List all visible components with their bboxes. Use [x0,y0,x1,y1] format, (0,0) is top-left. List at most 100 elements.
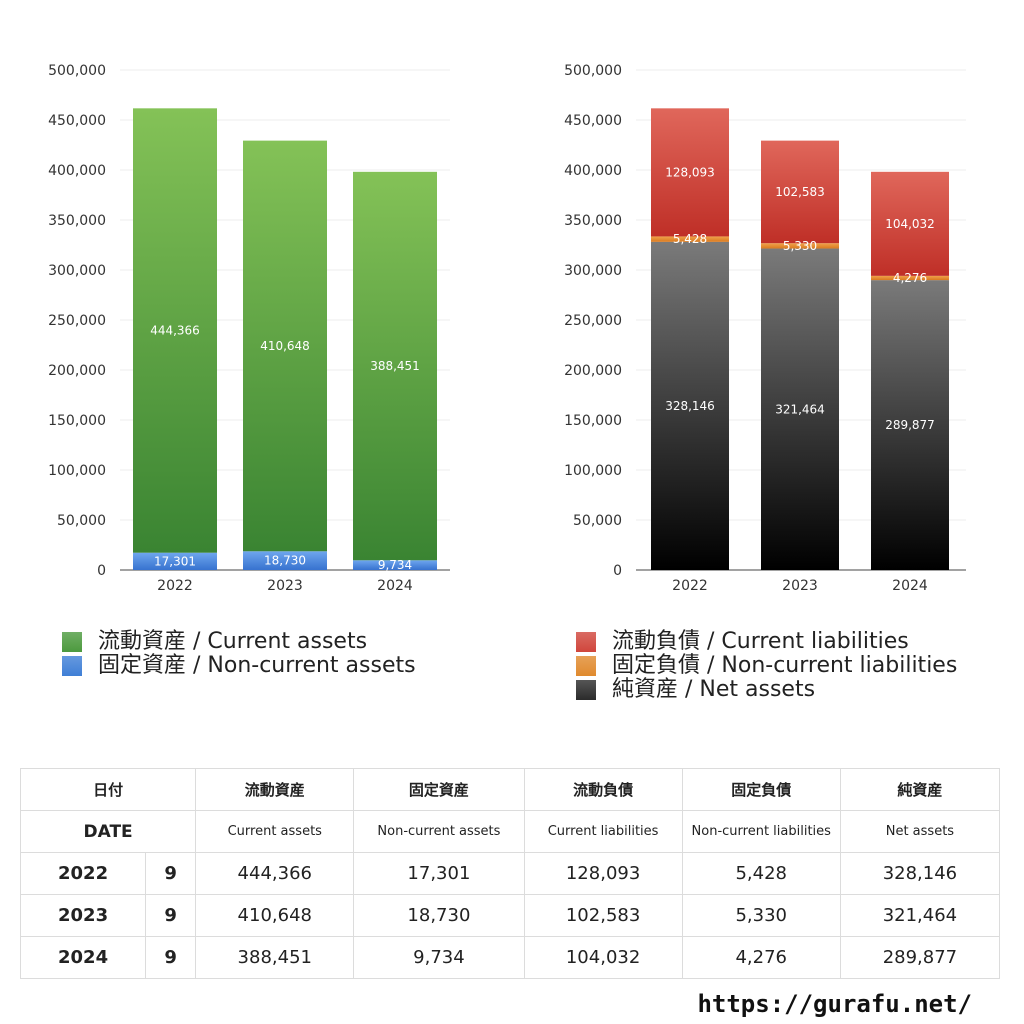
legend-swatch [576,632,596,652]
row-value: 18,730 [353,894,525,937]
legend-label: 固定資産 / Non-current assets [98,653,416,678]
data-label: 4,276 [893,271,927,285]
data-label: 328,146 [665,399,715,413]
bar-segment [651,236,729,242]
liabilities-legend: 流動負債 / Current liabilities 固定負債 / Non-cur… [576,630,957,702]
y-tick-label: 150,000 [564,413,622,429]
data-label: 104,032 [885,217,935,231]
y-tick-label: 400,000 [48,163,106,179]
y-tick-label: 300,000 [48,263,106,279]
legend-label: 純資産 / Net assets [612,677,816,702]
bar-segment [133,552,217,570]
bar-segment [133,108,217,553]
y-tick-label: 300,000 [564,263,622,279]
y-tick-label: 50,000 [573,513,622,529]
y-tick-label: 450,000 [564,113,622,129]
row-value: 444,366 [195,852,355,895]
row-month: 9 [145,936,197,979]
header-col-en: Current liabilities [523,810,683,853]
legend-item: 純資産 / Net assets [576,678,957,702]
row-value: 5,428 [681,852,841,895]
data-label: 5,428 [673,232,707,246]
x-tick-label: 2024 [377,578,413,594]
y-tick-label: 0 [97,563,106,579]
row-value: 128,093 [523,852,683,895]
data-label: 9,734 [378,558,412,572]
row-value: 102,583 [523,894,683,937]
charts-area: 0 50,000 100,000 150,000 200,000 250,000 300,0… [48,63,966,594]
legend-label: 固定負債 / Non-current liabilities [612,653,958,678]
row-month: 9 [145,894,197,937]
header-date-en: DATE [19,810,197,853]
y-tick-label: 0 [613,563,622,579]
y-tick-label: 350,000 [48,213,106,229]
row-value: 5,330 [681,894,841,937]
y-tick-label: 500,000 [564,63,622,79]
legend-label: 流動資産 / Current assets [98,629,368,654]
header-col-jp: 流動負債 [523,768,683,811]
header-col-en: Net assets [839,810,1001,853]
x-tick-label: 2023 [782,578,818,594]
table-row: 2024 9 388,451 9,734 104,032 4,276 289,8… [19,936,1001,979]
bar-segment [651,241,729,570]
header-col-en: Non-current assets [353,810,525,853]
legend-swatch [62,656,82,676]
data-label: 289,877 [885,418,935,432]
table-header-row-en: DATE Current assets Non-current assets C… [19,810,1001,853]
y-tick-label: 350,000 [564,213,622,229]
row-value: 17,301 [353,852,525,895]
y-tick-label: 50,000 [57,513,106,529]
row-value: 388,451 [195,936,355,979]
data-table: 日付 流動資産 固定資産 流動負債 固定負債 純資産 DATE Current … [19,768,1001,979]
bar-segment [871,280,949,570]
y-tick-label: 100,000 [48,463,106,479]
row-year: 2024 [19,936,147,979]
bar-segment [353,171,437,561]
data-label: 388,451 [370,359,420,373]
data-label: 17,301 [154,554,196,568]
bar-segment [243,140,327,552]
y-tick-label: 150,000 [48,413,106,429]
assets-chart: 0 50,000 100,000 150,000 200,000 250,000 300,0… [48,63,450,594]
y-tick-label: 100,000 [564,463,622,479]
header-col-en: Current assets [195,810,355,853]
legend-item: 流動資産 / Current assets [62,630,416,654]
header-date-jp: 日付 [19,768,197,811]
legend-label: 流動負債 / Current liabilities [612,629,909,654]
row-year: 2023 [19,894,147,937]
y-tick-label: 450,000 [48,113,106,129]
data-label: 321,464 [775,402,825,416]
legend-item: 固定資産 / Non-current assets [62,654,416,678]
y-tick-label: 200,000 [48,363,106,379]
header-col-jp: 固定負債 [681,768,841,811]
data-label: 128,093 [665,165,715,179]
x-tick-label: 2023 [267,578,303,594]
x-tick-label: 2022 [672,578,708,594]
row-value: 321,464 [839,894,1001,937]
row-value: 4,276 [681,936,841,979]
header-col-jp: 固定資産 [353,768,525,811]
header-col-en: Non-current liabilities [681,810,841,853]
table-row: 2023 9 410,648 18,730 102,583 5,330 321,… [19,894,1001,937]
data-label: 102,583 [775,185,825,199]
liabilities-netassets-chart: 0 50,000 100,000 150,000 200,000 250,000 300,0… [564,63,966,594]
data-label: 410,648 [260,339,310,353]
row-value: 104,032 [523,936,683,979]
legend-swatch [62,632,82,652]
y-tick-label: 500,000 [48,63,106,79]
row-value: 410,648 [195,894,355,937]
y-tick-label: 400,000 [564,163,622,179]
legend-swatch [576,656,596,676]
header-col-jp: 流動資産 [195,768,355,811]
row-year: 2022 [19,852,147,895]
x-tick-label: 2024 [892,578,928,594]
bar-segment [761,140,839,244]
row-month: 9 [145,852,197,895]
bar-segment [871,171,949,276]
data-label: 18,730 [264,554,306,568]
footer-url[interactable]: https://gurafu.net/ [697,990,972,1018]
y-tick-label: 200,000 [564,363,622,379]
x-tick-label: 2022 [157,578,193,594]
bar-segment [761,248,839,570]
legend-item: 流動負債 / Current liabilities [576,630,957,654]
